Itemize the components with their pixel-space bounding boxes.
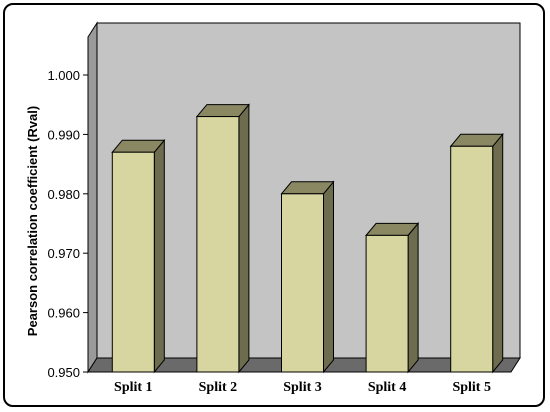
y-tick-label: 1.000	[47, 68, 80, 83]
bar-side	[492, 132, 504, 374]
y-tick-label: 0.960	[47, 306, 80, 321]
x-tick-label: Split 5	[452, 380, 491, 395]
side-wall	[87, 21, 98, 374]
bar-front	[196, 116, 240, 373]
bar-front	[111, 151, 155, 373]
y-tick-label: 0.970	[47, 246, 80, 261]
bar-front	[450, 145, 494, 373]
bar	[365, 221, 420, 374]
bar-side	[238, 103, 250, 374]
bar-front	[365, 234, 409, 373]
bar	[449, 132, 504, 374]
bar	[111, 138, 166, 374]
x-tick-label: Split 2	[199, 380, 238, 395]
y-tick-label: 0.950	[47, 365, 80, 380]
x-tick-label: Split 1	[114, 380, 153, 395]
bar	[280, 180, 335, 374]
y-axis: 0.950 0.960 0.970 0.980 0.990 1.000	[47, 37, 89, 380]
bar-side	[153, 138, 165, 374]
x-axis: Split 1 Split 2 Split 3 Split 4 Split 5	[114, 380, 491, 395]
bar-side	[323, 180, 334, 374]
y-tick-label: 0.990	[47, 127, 80, 142]
bar-side	[407, 221, 419, 374]
bar	[195, 103, 250, 374]
x-tick-label: Split 3	[283, 380, 322, 395]
y-tick-label: 0.980	[47, 187, 80, 202]
bar-front	[281, 193, 324, 373]
x-tick-label: Split 4	[368, 380, 407, 395]
y-axis-title: Pearson correlation coefficient (Rval)	[25, 106, 40, 336]
bars	[111, 103, 504, 374]
